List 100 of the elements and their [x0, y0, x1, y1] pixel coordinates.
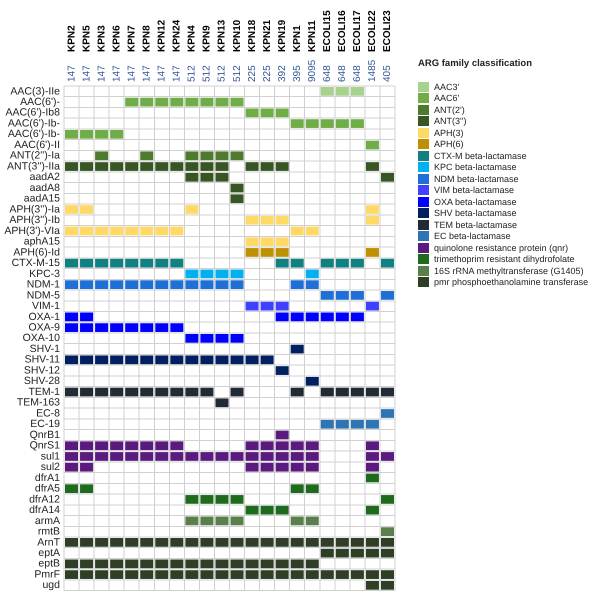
text: 225	[246, 64, 258, 82]
text: 648	[322, 64, 334, 82]
y-tick-label: ugd	[42, 579, 60, 592]
x-tick-label: KPN18	[246, 19, 258, 52]
y-tick-label: SHV-12	[24, 364, 60, 376]
y-tick-label: NDM-5	[26, 289, 60, 302]
color-bar-label: KPC beta-lactamase	[434, 162, 517, 172]
y-tick-label: aadA8	[30, 182, 60, 194]
color-bar-label: NDM beta-lactamase	[434, 174, 519, 184]
text: 512	[216, 64, 228, 82]
y-tick-label: OXA-1	[28, 310, 60, 323]
y-tick-label: QnrS1	[30, 440, 60, 452]
y-tick-label: eptB	[38, 558, 60, 570]
x-tick-label: KPN3	[96, 24, 108, 52]
text: 147	[66, 64, 78, 82]
y-tick-label: aphA15	[24, 236, 60, 248]
y-tick-label: aadA2	[30, 171, 60, 184]
y-tick-label: AAC(6')-II	[14, 138, 60, 151]
x-tick-label: KPN10	[232, 19, 243, 52]
x-tick-label: ECOLI15	[322, 10, 334, 52]
y-tick-label: AAC(6')-Ib-	[8, 117, 60, 130]
y-tick-label: NDM-1	[26, 278, 60, 291]
x-tick-label: ECOLI22	[367, 10, 378, 52]
text: 147	[96, 64, 108, 82]
y-tick-label: VIM-1	[32, 300, 60, 312]
text: 147	[142, 64, 152, 82]
text: 405	[382, 64, 394, 82]
text: 395	[292, 64, 303, 82]
y-tick-label: sul2	[40, 461, 60, 474]
text: 392	[276, 64, 288, 82]
color-bar-label: 16S rRNA methyltransferase (G1405)	[434, 266, 584, 276]
color-bar-label: VIM beta-lactamase	[434, 185, 514, 196]
color-bar-label: AAC6'	[434, 93, 460, 104]
color-bar-label: ANT(2')	[434, 104, 465, 115]
color-bar-label: OXA beta-lactamase	[434, 196, 517, 207]
x-tick-label: KPN19	[276, 19, 288, 52]
x-tick-label: KPN11	[307, 20, 318, 52]
x-tick-label: KPN12	[156, 19, 168, 52]
y-tick-label: ANT(2'')-Ia	[10, 150, 60, 162]
text: 648	[337, 64, 348, 82]
x-tick-label: KPN1	[292, 24, 303, 52]
color-bar-label: CTX-M beta-lactamase	[434, 150, 527, 161]
x-tick-label: KPN9	[202, 24, 213, 52]
color-bar-label: quinolone resistance protein (qnr)	[434, 242, 568, 253]
y-tick-label: APH(3')-VIa	[4, 224, 60, 237]
y-tick-label: ArnT	[37, 536, 61, 548]
y-tick-label: dfrA1	[34, 472, 60, 484]
y-tick-label: OXA-10	[22, 332, 60, 344]
y-tick-label: KPC-3	[29, 268, 60, 280]
text: 648	[352, 64, 364, 82]
y-tick-label: sul1	[40, 450, 60, 462]
y-tick-label: OXA-9	[28, 322, 60, 334]
y-tick-label: CTX-M-15	[12, 257, 60, 270]
y-tick-label: AAC(6')-Ib8	[5, 106, 60, 119]
x-tick-label: ECOLI23	[382, 10, 394, 52]
text: 147	[126, 64, 138, 82]
y-tick-label: TEM-1	[28, 386, 60, 398]
x-tick-label: KPN13	[216, 19, 228, 52]
x-tick-label: KPN4	[186, 24, 198, 52]
x-tick-label: KPN24	[172, 19, 183, 52]
color-bar-label: SHV beta-lactamase	[434, 208, 517, 218]
y-tick-label: dfrA5	[34, 482, 60, 495]
y-tick-label: armA	[34, 514, 60, 527]
y-tick-label: TEM-163	[16, 396, 60, 409]
y-tick-label: APH(6)-Id	[13, 246, 60, 258]
x-tick-label: KPN7	[126, 24, 138, 52]
y-tick-label: QnrB1	[30, 428, 60, 441]
y-tick-label: PmrF	[34, 568, 60, 580]
x-tick-label: KPN8	[142, 24, 152, 52]
y-tick-label: SHV-11	[24, 354, 60, 366]
text: 147	[172, 64, 183, 82]
x-tick-label: KPN5	[81, 24, 92, 52]
x-tick-label: ECOLI16	[337, 10, 348, 52]
color-bar-label: APH(6)	[434, 139, 464, 150]
x-tick-label: KPN21	[262, 19, 273, 52]
y-tick-label: SHV-28	[24, 375, 60, 388]
text: 225	[262, 64, 273, 82]
color-bar-label: trimethoprim resistant dihydrofolate	[434, 254, 575, 264]
y-tick-label: aadA15	[24, 192, 60, 205]
y-tick-label: eptA	[38, 547, 60, 560]
text: 147	[81, 64, 92, 82]
x-tick-label: ECOLI17	[352, 10, 364, 52]
y-tick-label: EC-8	[36, 407, 60, 420]
color-bar-label: pmr phosphoethanolamine transferase	[434, 277, 588, 288]
y-tick-label: SHV-1	[30, 342, 60, 355]
text: 512	[232, 64, 243, 82]
text: 1485	[367, 59, 378, 82]
y-tick-label: APH(3'')-Ia	[9, 203, 60, 216]
color-bar-label: APH(3)	[434, 128, 464, 138]
y-tick-label: EC-19	[30, 418, 60, 430]
text: 147	[111, 64, 122, 82]
color-bar-label: TEM beta-lactamase	[434, 220, 518, 230]
color-bar-label: AAC3'	[434, 82, 460, 92]
y-tick-label: AAC(6')-	[20, 96, 60, 108]
y-tick-label: ANT(3'')-IIa	[6, 160, 60, 172]
y-tick-label: rmtB	[38, 526, 60, 538]
y-tick-label: dfrA12	[29, 493, 60, 506]
text: 512	[202, 64, 213, 82]
y-tick-label: AAC(3)-IIe	[10, 85, 60, 98]
text: 147	[156, 64, 168, 82]
